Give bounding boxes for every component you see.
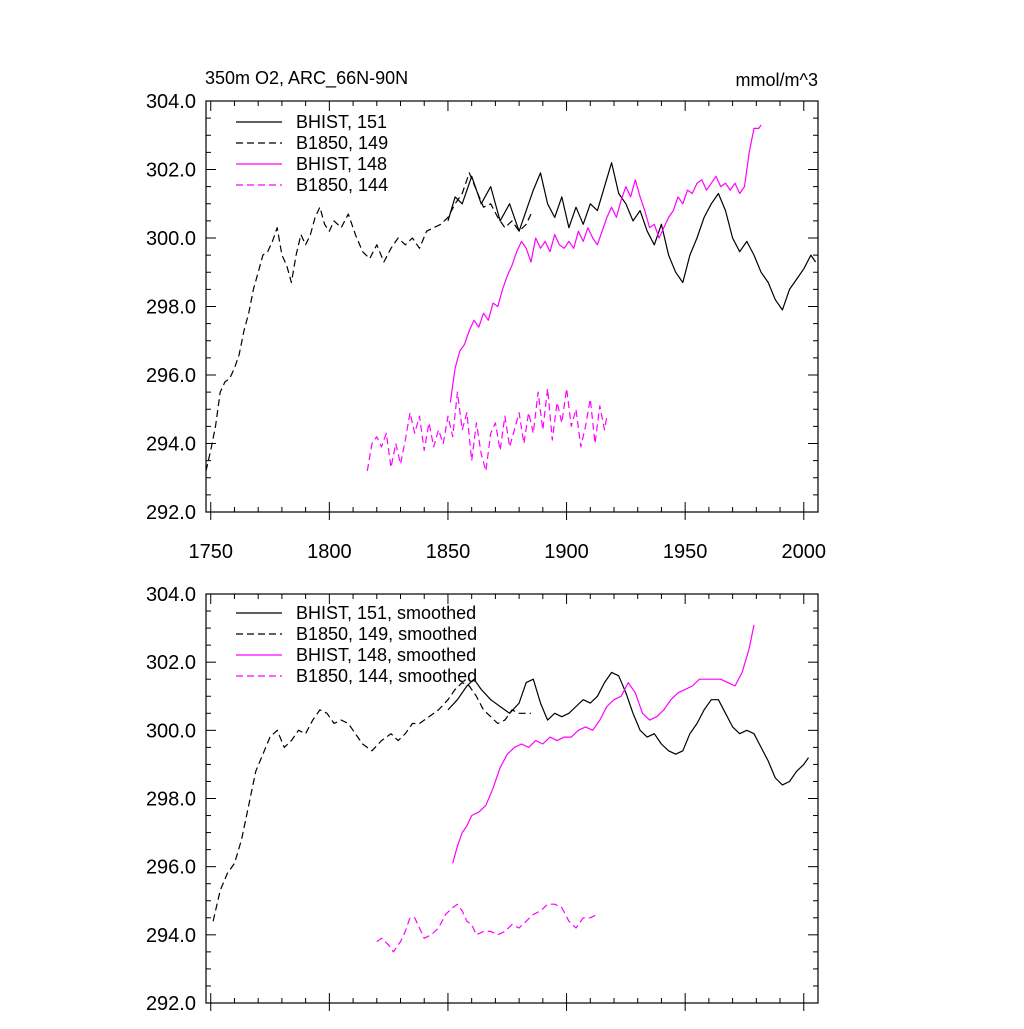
series-line [366,388,608,472]
y-tick-label: 292.0 [146,502,196,524]
y-tick-label: 298.0 [146,297,196,319]
y-tick-label: 302.0 [146,160,196,182]
x-tick-label: 1750 [188,541,233,563]
legend-label: B1850, 149 [296,133,388,153]
y-tick-label: 292.0 [146,993,196,1015]
series-line [447,162,817,311]
y-tick-label: 304.0 [146,91,196,113]
series-line [376,903,598,953]
y-tick-label: 300.0 [146,720,196,742]
top-panel: 350m O2, ARC_66N-90N mmol/m^3 292.0 294.0… [146,68,826,563]
legend-label: BHIST, 151, smoothed [296,603,476,623]
legend-label: BHIST, 151 [296,112,387,132]
y-tick-label: 296.0 [146,857,196,879]
y-tick-label: 298.0 [146,789,196,811]
x-tick-label: 1800 [307,541,352,563]
legend-label: BHIST, 148 [296,154,387,174]
series-line [452,624,755,864]
y-tick-label: 296.0 [146,365,196,387]
y-tick-label: 300.0 [146,228,196,250]
y-tick-label: 294.0 [146,925,196,947]
legend-label: B1850, 144 [296,175,388,195]
x-tick-label: 2000 [782,541,827,563]
x-tick-label: 1900 [544,541,589,563]
legend-label: B1850, 149, smoothed [296,624,477,644]
series-line [447,671,809,786]
chart-title: 350m O2, ARC_66N-90N [205,68,408,89]
legend-label: BHIST, 148, smoothed [296,645,476,665]
series-line [205,172,532,472]
x-tick-label: 1850 [426,541,471,563]
y-tick-label: 302.0 [146,652,196,674]
y-tick-label: 294.0 [146,434,196,456]
bottom-panel: 292.0 294.0 296.0 298.0 300.0 302.0 304.0 BHIST… [146,584,819,1015]
series-line [212,682,531,922]
x-tick-label: 1950 [663,541,708,563]
series-line [449,124,762,403]
y-tick-label: 304.0 [146,584,196,606]
legend-label: B1850, 144, smoothed [296,666,477,686]
units-label: mmol/m^3 [736,70,818,90]
